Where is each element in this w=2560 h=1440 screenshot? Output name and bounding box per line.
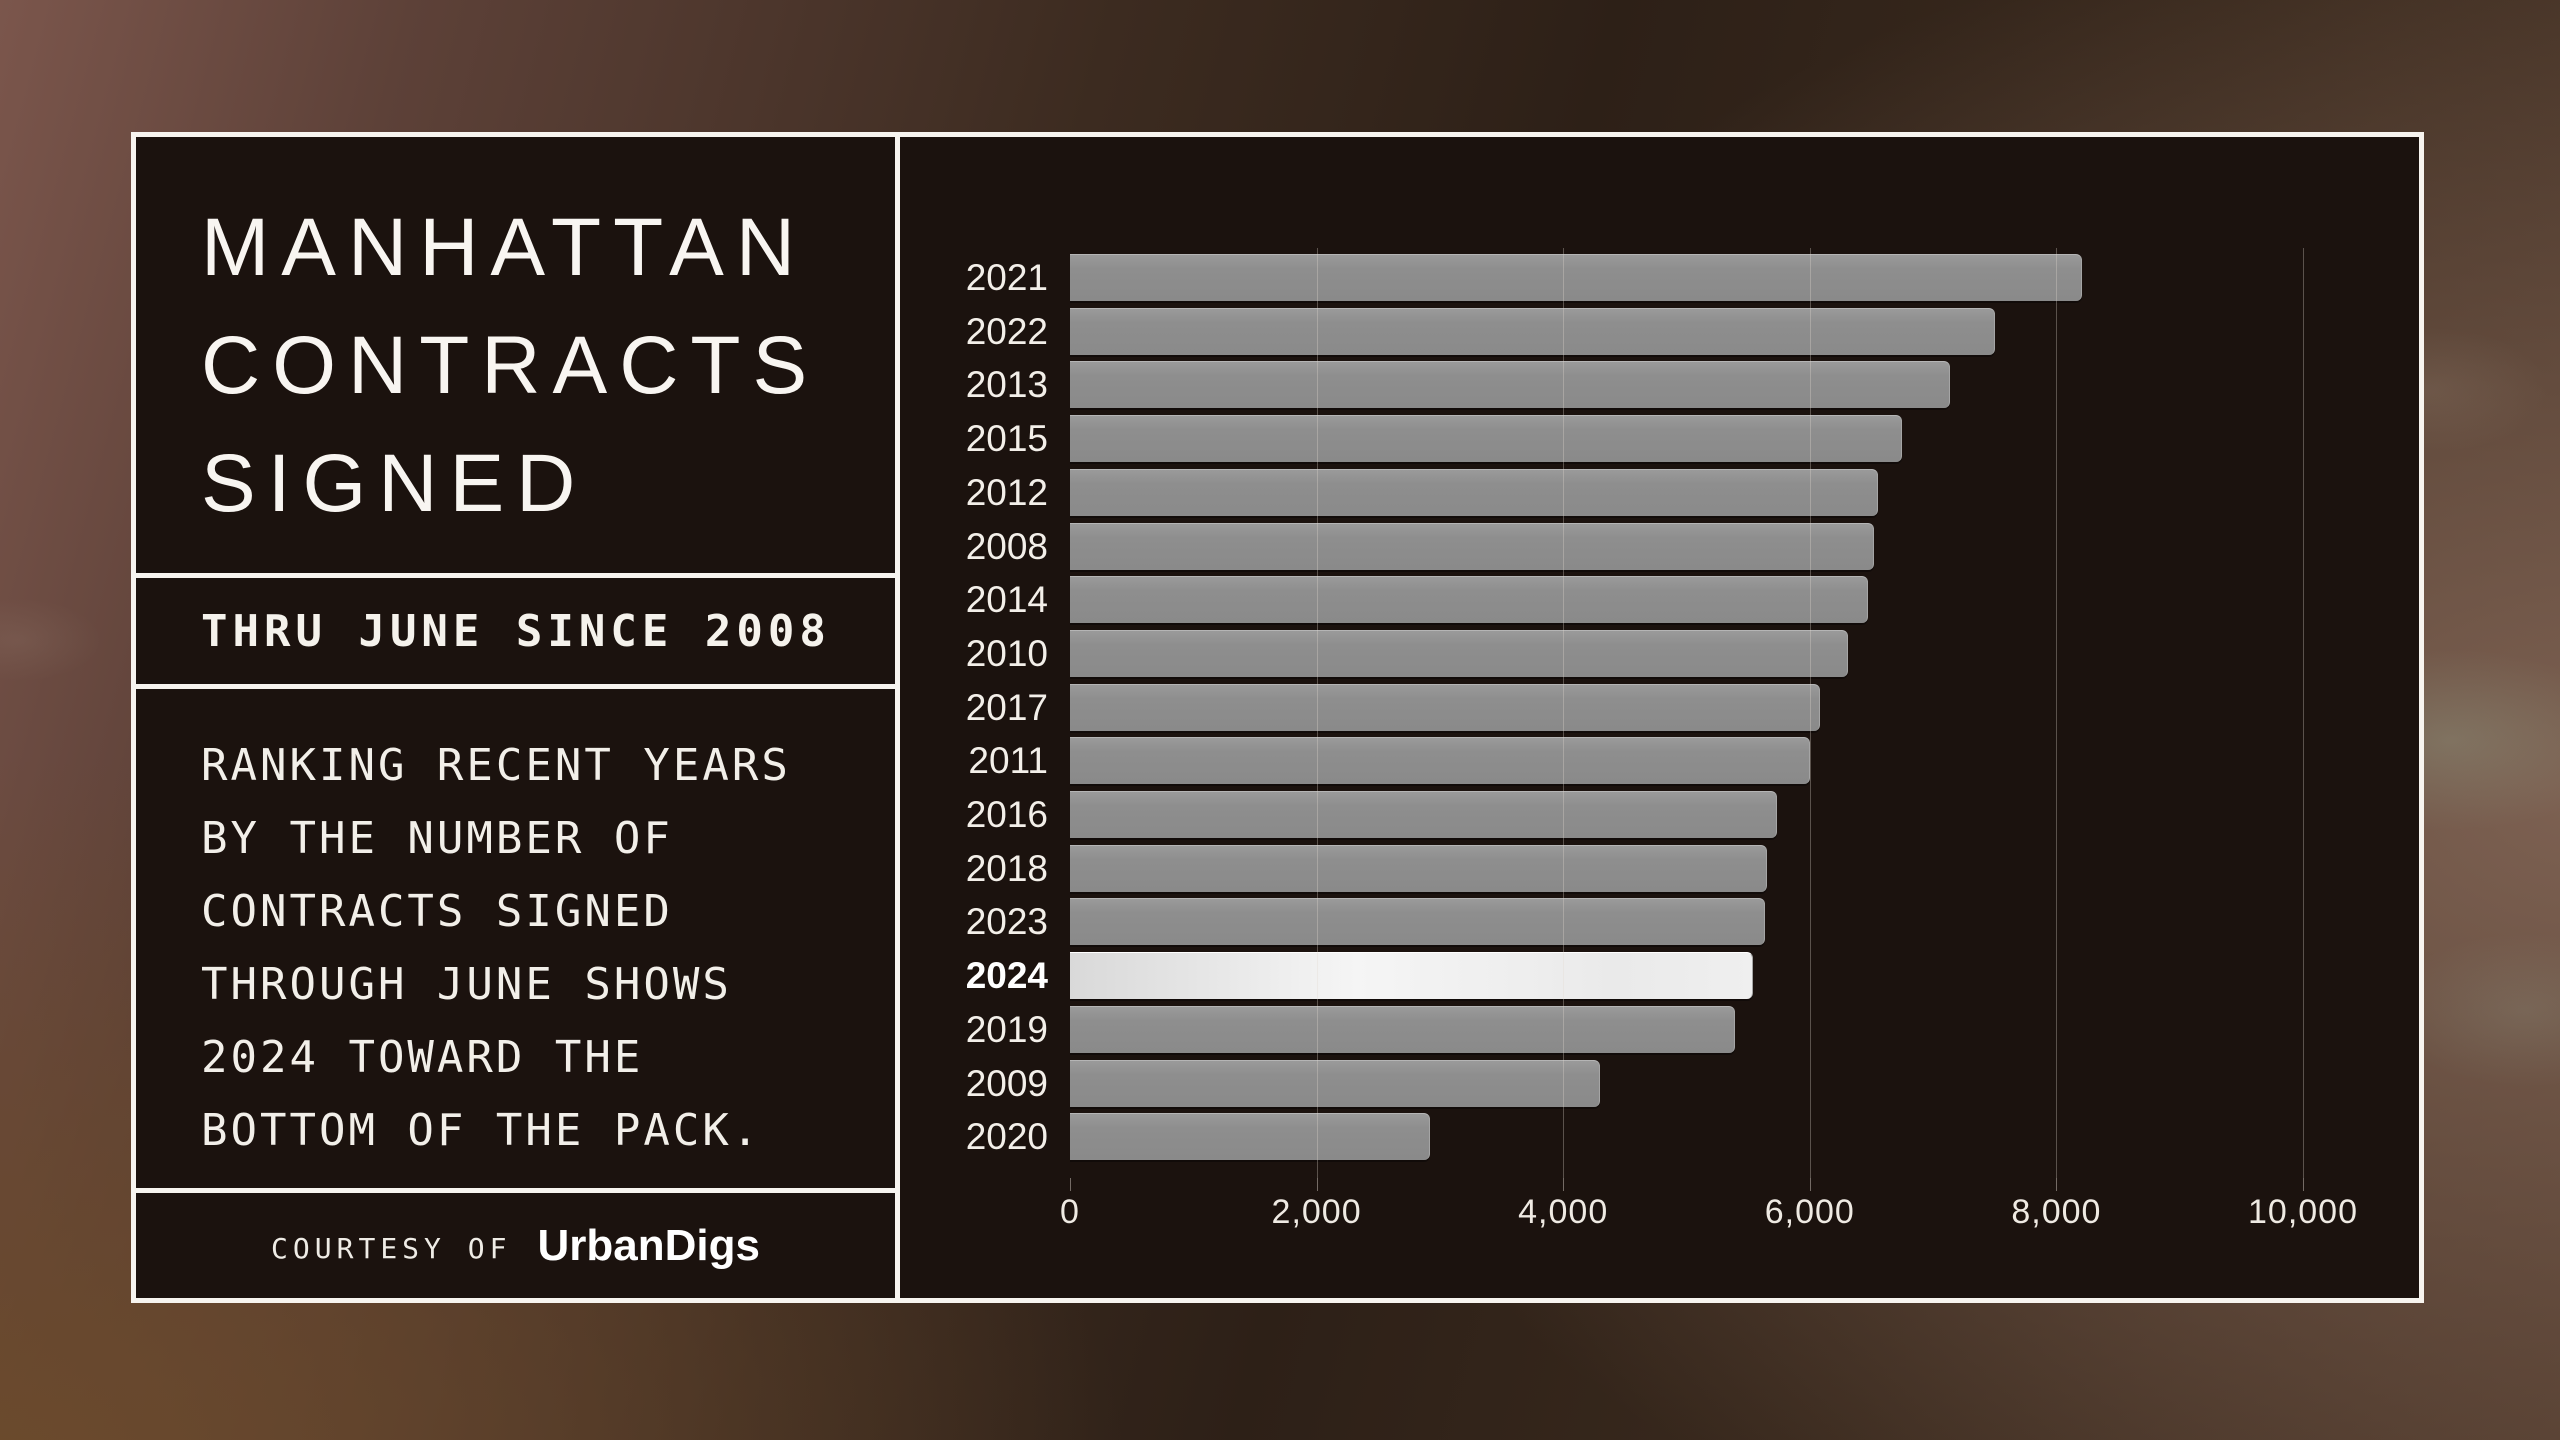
year-label: 2010 (965, 632, 1048, 674)
bar-row: 2015 (900, 415, 2419, 463)
gridline (2056, 248, 2058, 1178)
bar (1070, 898, 1766, 946)
bar (1070, 307, 1995, 355)
year-label: 2023 (965, 901, 1048, 943)
x-axis-tick-label: 8,000 (2011, 1193, 2102, 1231)
bar (1070, 1113, 1431, 1161)
description-line: BOTTOM OF THE PACK. (201, 1105, 762, 1156)
bar-row: 2018 (900, 844, 2419, 892)
bar (1070, 254, 2083, 301)
bar (1070, 737, 1810, 785)
year-label: 2019 (965, 1008, 1048, 1050)
description-section: RANKING RECENT YEARS BY THE NUMBER OF CO… (136, 689, 895, 1193)
year-label: 2018 (965, 847, 1048, 889)
bar-row: 2020 (900, 1113, 2419, 1161)
credit-section: COURTESY OF UrbanDigs (136, 1193, 895, 1298)
bar (1070, 361, 1951, 409)
year-label: 2008 (965, 525, 1048, 567)
brand-logo: UrbanDigs (537, 1220, 760, 1270)
bar (1070, 468, 1878, 516)
description-line: THROUGH JUNE SHOWS (201, 959, 732, 1010)
bar-row: 2013 (900, 361, 2419, 409)
bar (1070, 683, 1820, 731)
bar (1070, 576, 1868, 624)
gridline (2303, 248, 2304, 1178)
bar-row: 2014 (900, 576, 2419, 624)
bar-row: 2023 (900, 898, 2419, 946)
x-axis-tick (1316, 1178, 1318, 1191)
year-label: 2020 (965, 1116, 1048, 1158)
courtesy-label: COURTESY OF (271, 1232, 512, 1265)
description-line: BY THE NUMBER OF (201, 813, 673, 864)
description-line: CONTRACTS SIGNED (201, 886, 673, 937)
year-label: 2024 (965, 955, 1048, 997)
subtitle: THRU JUNE SINCE 2008 (201, 605, 831, 657)
bar (1070, 791, 1777, 838)
bar (1070, 522, 1874, 570)
year-label: 2011 (968, 740, 1048, 782)
year-label: 2013 (965, 364, 1048, 406)
description-line: RANKING RECENT YEARS (201, 740, 791, 791)
x-axis-tick (2303, 1178, 2304, 1191)
x-axis-tick (2056, 1178, 2058, 1191)
page-title-line-3: SIGNED (201, 438, 588, 529)
year-label: 2021 (965, 257, 1048, 298)
bar-row: 2021 (900, 254, 2419, 301)
x-axis-tick-label: 10,000 (2248, 1193, 2358, 1231)
page-title-line-2: CONTRACTS (201, 320, 820, 411)
bar-row: 2009 (900, 1059, 2419, 1107)
subtitle-section: THRU JUNE SINCE 2008 (136, 578, 895, 689)
bar (1070, 629, 1849, 677)
year-label: 2015 (965, 418, 1048, 460)
x-axis-tick-label: 6,000 (1764, 1193, 1855, 1231)
gridline (1563, 248, 1565, 1178)
bar-row: 2008 (900, 522, 2419, 570)
year-label: 2012 (965, 471, 1048, 513)
bar-row: 2024 (900, 952, 2419, 1000)
year-label: 2017 (965, 686, 1048, 728)
bar-row: 2019 (900, 1005, 2419, 1053)
x-axis-tick (1563, 1178, 1565, 1191)
x-axis-tick (1070, 1178, 1071, 1191)
year-label: 2014 (965, 579, 1048, 621)
year-label: 2022 (965, 310, 1048, 352)
bar-row: 2010 (900, 629, 2419, 677)
bar-chart: 2021 2022 2013 2015 2012 2008 2014 2010 2017 2011… (900, 137, 2419, 1298)
year-label: 2009 (965, 1062, 1048, 1104)
bar-row: 2016 (900, 791, 2419, 838)
bar-row: 2012 (900, 468, 2419, 516)
bar-row: 2022 (900, 307, 2419, 355)
description-line: 2024 TOWARD THE (201, 1032, 644, 1083)
bar (1070, 844, 1767, 892)
bar (1070, 1005, 1735, 1053)
page-title-line-1: MANHATTAN (201, 202, 808, 293)
bar-row: 2017 (900, 683, 2419, 731)
bar (1070, 415, 1903, 463)
title-section: MANHATTAN CONTRACTS SIGNED (136, 137, 895, 578)
bar-highlighted (1070, 952, 1754, 1000)
bar-row: 2011 (900, 737, 2419, 785)
x-axis-tick (1809, 1178, 1811, 1191)
x-axis-tick-label: 2,000 (1271, 1193, 1362, 1231)
x-axis-tick-label: 0 (1060, 1193, 1080, 1231)
bar (1070, 1059, 1601, 1107)
gridline (1316, 248, 1318, 1178)
x-axis-tick-label: 4,000 (1518, 1193, 1609, 1231)
left-panel: MANHATTAN CONTRACTS SIGNED THRU JUNE SIN… (136, 137, 900, 1298)
card: MANHATTAN CONTRACTS SIGNED THRU JUNE SIN… (131, 132, 2424, 1303)
year-label: 2016 (965, 794, 1048, 835)
gridline (1809, 248, 1811, 1178)
